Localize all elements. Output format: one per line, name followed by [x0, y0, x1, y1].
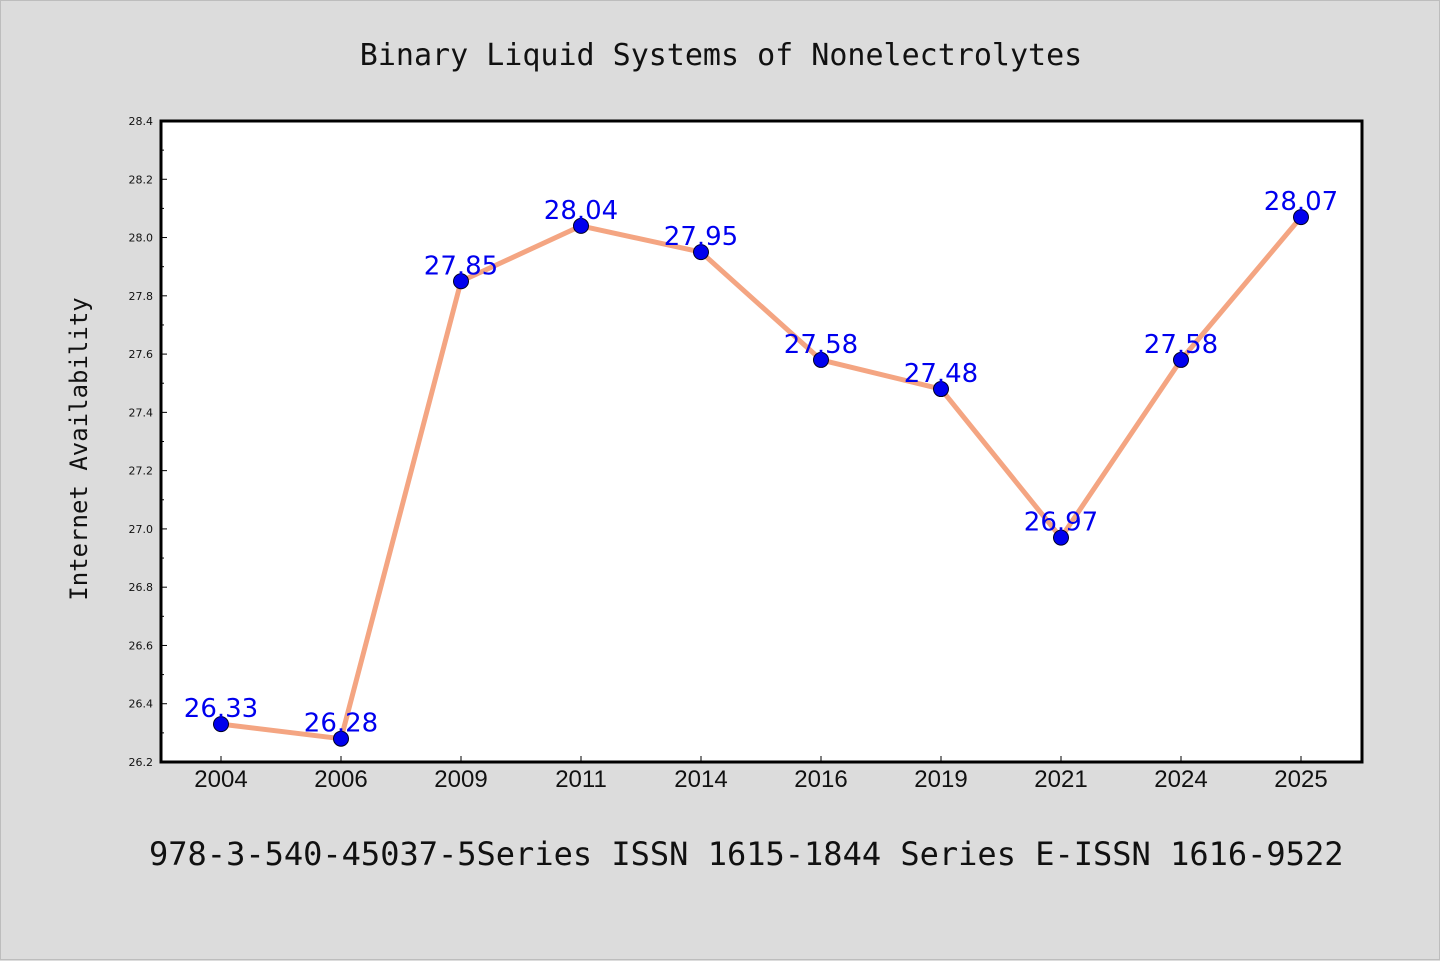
- y-tick-label: 28.0: [129, 232, 154, 245]
- data-point: [1053, 529, 1069, 546]
- y-tick-label: 27.2: [129, 465, 154, 478]
- data-point: [573, 217, 589, 234]
- data-label: 26.97: [1024, 508, 1098, 538]
- y-tick-label: 26.6: [129, 639, 154, 652]
- y-tick-label: 27.0: [129, 523, 154, 536]
- x-tick-label: 2016: [794, 766, 847, 793]
- y-tick-label: 26.4: [129, 698, 154, 711]
- x-axis-ticks: 2004 2006 2009 2011 2014 2016 2019 2021 2024 2025: [194, 756, 1328, 793]
- data-label: 28.07: [1264, 187, 1338, 217]
- data-point: [213, 716, 229, 733]
- x-tick-label: 2009: [434, 766, 487, 793]
- data-point: [453, 273, 469, 290]
- plot-area: [159, 119, 1364, 764]
- y-tick-label: 27.6: [129, 348, 154, 361]
- data-label: 26.28: [304, 709, 378, 739]
- y-tick-label: 27.4: [129, 406, 154, 419]
- y-tick-label: 28.4: [129, 115, 154, 128]
- y-tick-label: 26.8: [129, 581, 154, 594]
- y-axis-label: Internet Availability: [65, 297, 93, 600]
- data-labels: 26.33 26.28 27.85 28.04 27.95 27.58 27.48 26.97…: [184, 187, 1338, 739]
- data-point: [1293, 209, 1309, 226]
- x-tick-label: 2019: [914, 766, 967, 793]
- data-label: 26.33: [184, 694, 258, 724]
- y-tick-label: 27.8: [129, 290, 154, 303]
- x-tick-label: 2025: [1274, 766, 1327, 793]
- data-point: [933, 381, 949, 398]
- data-point: [693, 244, 709, 261]
- x-tick-label: 2024: [1154, 766, 1207, 793]
- y-tick-label: 26.2: [129, 756, 154, 769]
- data-label: 27.85: [424, 251, 498, 281]
- x-tick-label: 2011: [555, 766, 607, 793]
- x-tick-label: 2021: [1034, 766, 1087, 793]
- y-tick-label: 28.2: [129, 173, 154, 186]
- data-label: 27.58: [784, 330, 858, 360]
- x-tick-label: 2006: [314, 766, 367, 793]
- chart-title: Binary Liquid Systems of Nonelectrolytes: [360, 38, 1082, 73]
- x-tick-label: 2004: [194, 766, 247, 793]
- x-tick-label: 2014: [674, 766, 727, 793]
- chart-subtitle: 978-3-540-45037-5Series ISSN 1615-1844 S…: [149, 835, 1343, 873]
- data-point: [333, 730, 349, 747]
- series-line: [220, 215, 1303, 742]
- data-label: 27.48: [904, 359, 978, 389]
- data-label: 28.04: [544, 196, 618, 226]
- data-label: 27.58: [1144, 330, 1218, 360]
- data-point: [813, 351, 829, 368]
- data-points: [213, 209, 1309, 747]
- y-axis-ticks: 26.2 26.4 26.6 26.8 27.0 27.2 27.4 27.6 27.8 28.0…: [129, 115, 167, 769]
- series-line-group: [220, 215, 1303, 742]
- data-point: [1173, 351, 1189, 368]
- data-label: 27.95: [664, 222, 738, 252]
